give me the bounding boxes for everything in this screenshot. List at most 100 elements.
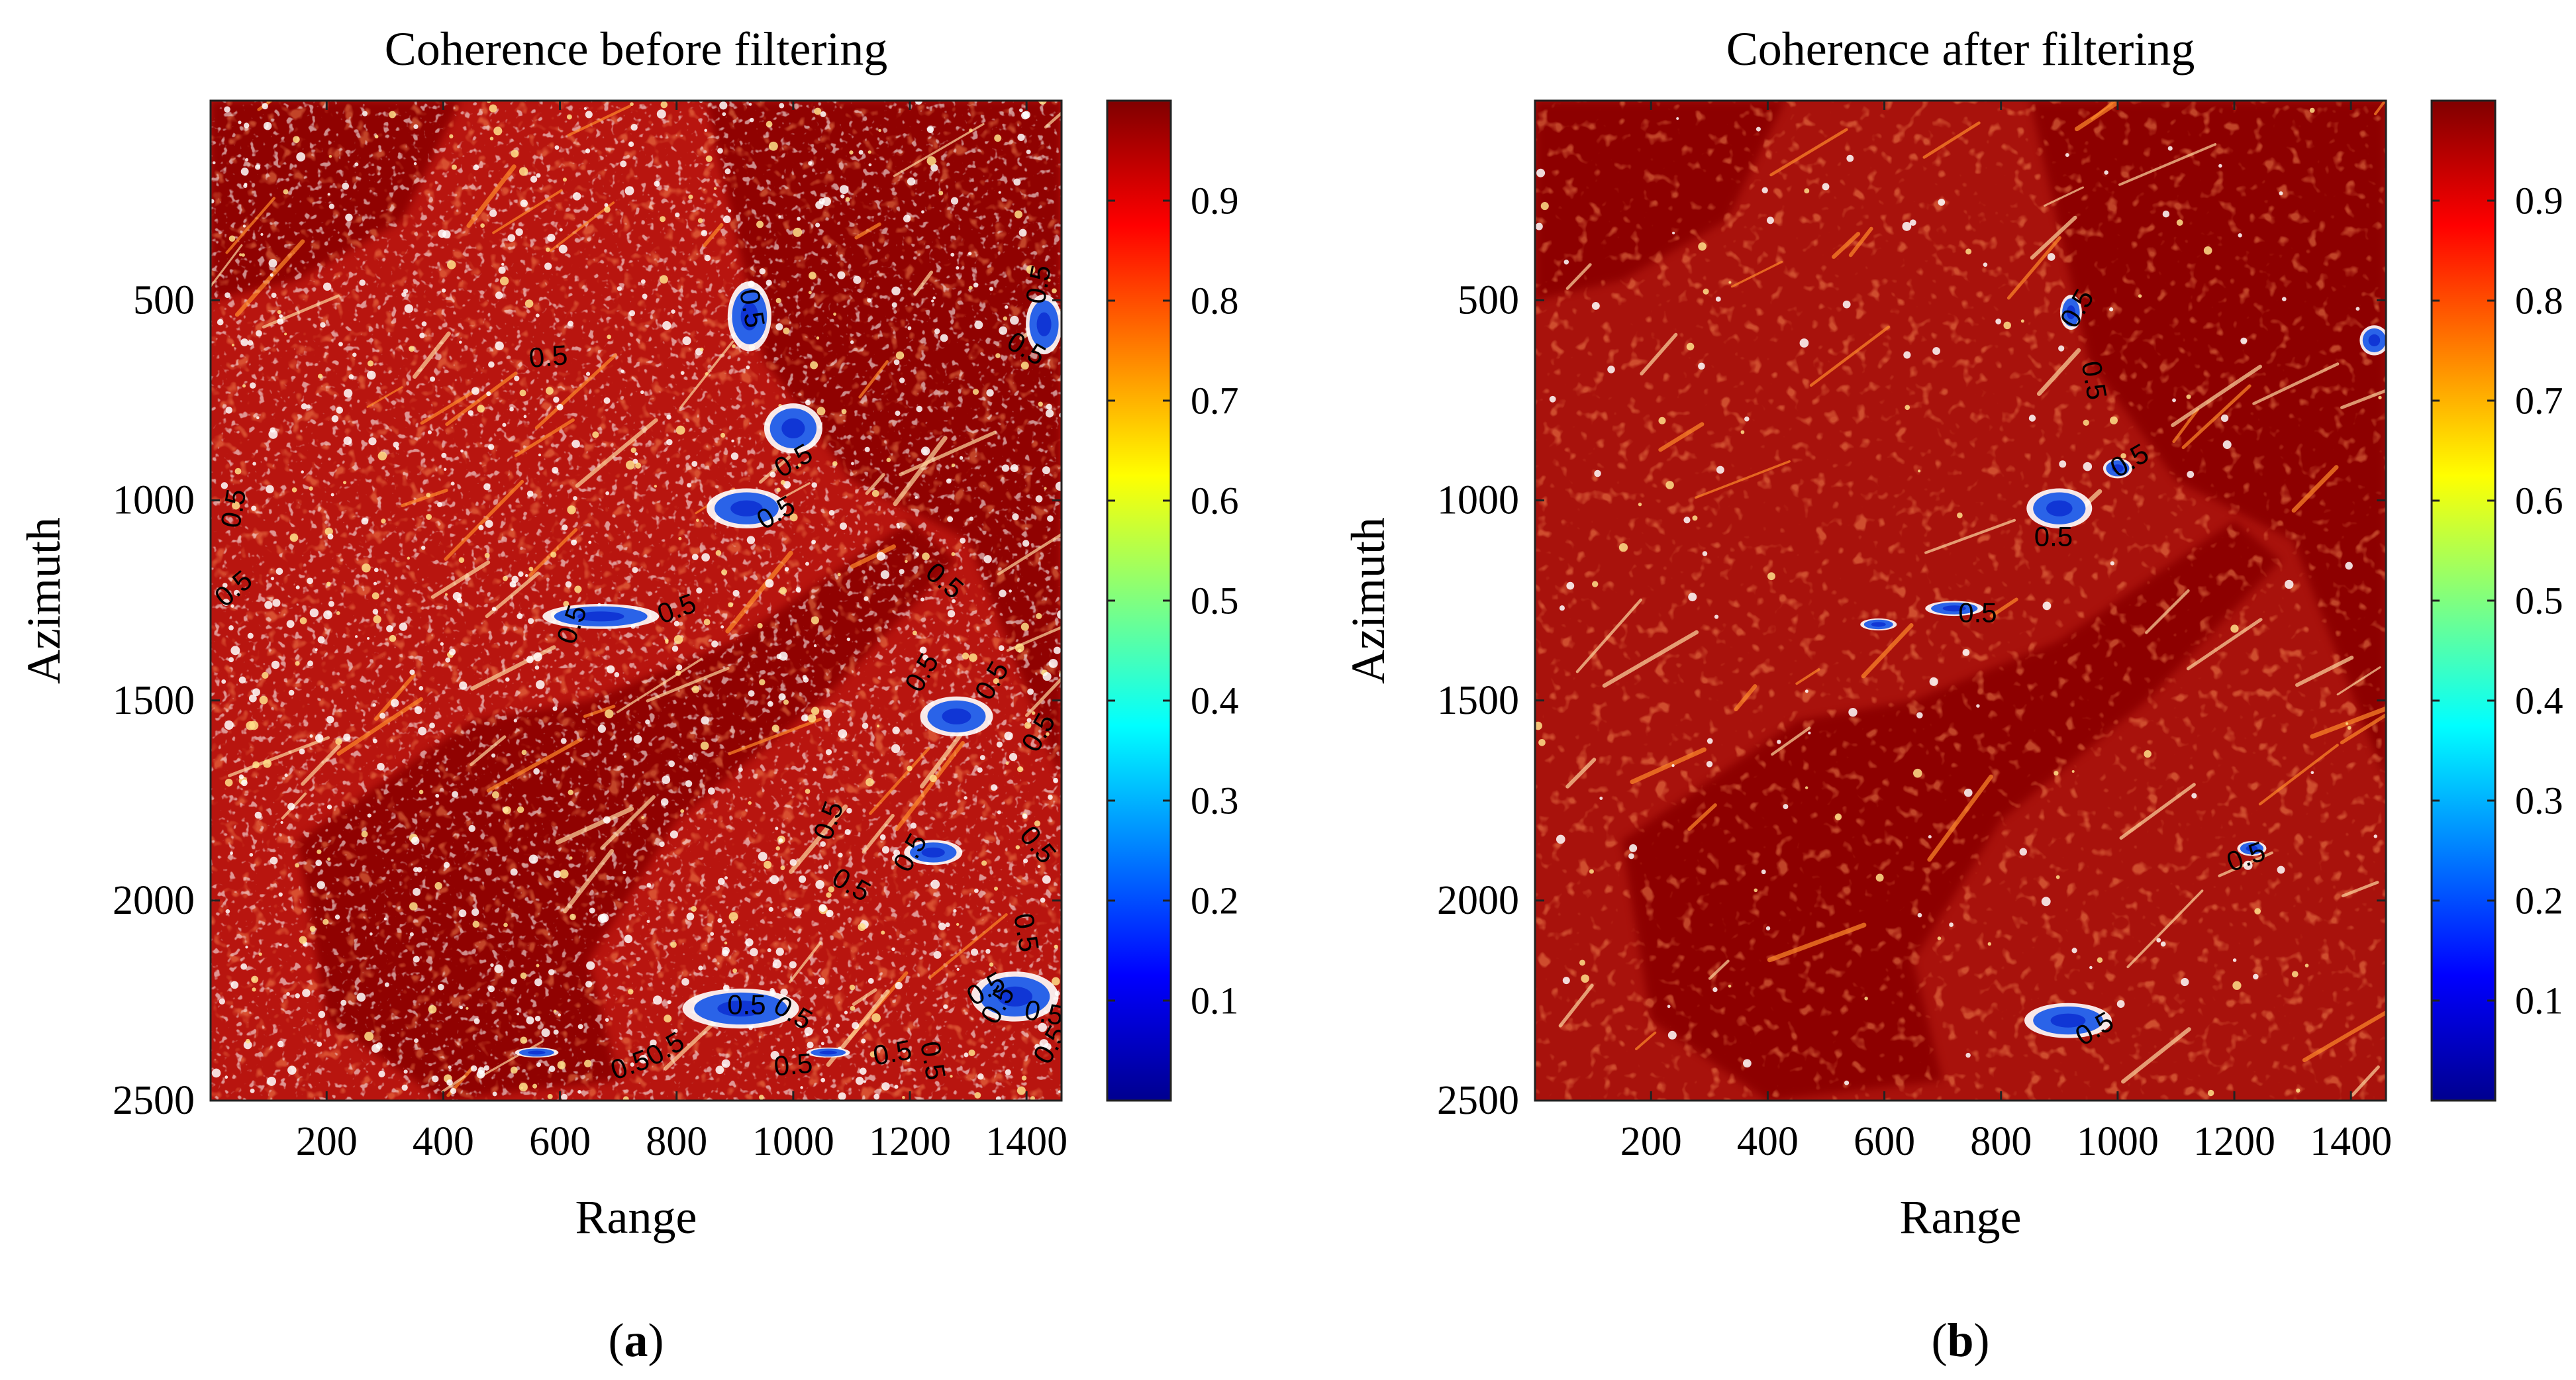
speckle xyxy=(846,637,851,642)
speckle xyxy=(419,332,425,338)
speckle xyxy=(2020,319,2024,323)
speckle xyxy=(565,581,571,587)
bright-streak xyxy=(374,673,416,721)
speckle xyxy=(252,688,260,697)
speckle xyxy=(569,856,573,860)
bright-streak xyxy=(893,436,948,507)
speckle xyxy=(299,617,307,624)
speckle xyxy=(795,1021,802,1028)
speckle xyxy=(2240,337,2248,344)
bright-streak xyxy=(789,804,848,874)
speckle xyxy=(241,779,248,787)
speckle xyxy=(409,902,418,911)
speckle xyxy=(258,952,262,956)
speckle xyxy=(951,552,956,556)
bright-streak xyxy=(2252,362,2340,405)
speckle xyxy=(260,232,264,236)
speckle xyxy=(807,714,817,723)
x-tick-label: 400 xyxy=(413,1119,474,1164)
speckle xyxy=(997,810,1001,814)
speckle xyxy=(592,431,599,438)
speckle xyxy=(817,407,826,416)
bright-streak xyxy=(2340,389,2386,409)
speckle xyxy=(724,876,728,880)
bright-streak xyxy=(2074,101,2119,132)
speckle xyxy=(574,585,582,593)
speckle xyxy=(2218,164,2222,168)
speckle xyxy=(279,314,283,319)
speckle xyxy=(811,616,819,624)
speckle xyxy=(889,670,893,673)
speckle xyxy=(259,695,268,705)
speckle xyxy=(1013,178,1021,186)
bright-streak xyxy=(702,222,724,248)
speckle xyxy=(950,252,955,257)
speckle xyxy=(471,387,479,395)
speckle xyxy=(688,754,693,760)
speckle xyxy=(1864,997,1868,1001)
speckle xyxy=(443,468,447,471)
x-tick-label: 1000 xyxy=(2077,1119,2159,1164)
speckle xyxy=(662,775,671,785)
speckle xyxy=(445,657,451,663)
speckle xyxy=(526,1016,534,1024)
speckle xyxy=(717,918,722,923)
chart-title: Coherence before filtering xyxy=(385,23,888,75)
speckle xyxy=(296,152,306,162)
speckle xyxy=(680,371,685,375)
contour-label: 0.5 xyxy=(1008,911,1045,954)
speckle xyxy=(414,1038,419,1044)
speckle xyxy=(707,787,715,795)
speckle xyxy=(605,709,614,718)
speckle xyxy=(624,755,627,758)
speckle xyxy=(873,1093,880,1100)
bright-streak xyxy=(1687,803,1717,831)
speckle xyxy=(1842,300,1851,309)
speckle xyxy=(1671,764,1675,767)
speckle xyxy=(489,104,497,113)
speckle xyxy=(372,609,379,615)
speckle xyxy=(223,599,230,606)
speckle xyxy=(315,860,322,867)
speckle xyxy=(759,679,766,685)
speckle xyxy=(1036,613,1042,620)
speckle xyxy=(778,693,786,701)
speckle xyxy=(711,640,718,648)
low-coherence-core xyxy=(2050,1013,2086,1028)
bright-streak xyxy=(868,747,930,815)
speckle xyxy=(490,963,494,967)
low-coherence-core xyxy=(2246,845,2258,852)
speckle xyxy=(703,618,711,626)
speckle xyxy=(295,585,300,590)
speckle xyxy=(768,141,778,151)
speckle xyxy=(895,411,901,417)
bright-streak xyxy=(663,1016,720,1071)
speckle xyxy=(271,660,280,669)
speckle xyxy=(769,875,779,885)
speckle xyxy=(953,909,957,913)
bright-streak xyxy=(2172,407,2200,443)
bright-streak xyxy=(1924,518,2016,554)
speckle xyxy=(730,452,739,460)
speckle xyxy=(1905,405,1910,411)
speckle xyxy=(507,234,516,242)
speckle xyxy=(249,853,254,857)
speckle xyxy=(2232,958,2237,962)
speckle xyxy=(283,189,289,195)
speckle xyxy=(606,665,615,673)
speckle xyxy=(519,1082,528,1092)
speckle xyxy=(429,722,435,729)
speckle xyxy=(533,652,542,662)
speckle xyxy=(1742,1059,1752,1068)
speckle xyxy=(1045,409,1054,418)
speckle xyxy=(1965,1052,1971,1058)
speckle xyxy=(797,217,801,221)
bright-streak xyxy=(1630,747,1707,785)
bright-streak xyxy=(2030,215,2077,260)
speckle xyxy=(1566,581,1575,590)
speckle xyxy=(239,253,242,257)
speckle xyxy=(1540,202,1549,211)
speckle xyxy=(323,610,332,620)
speckle xyxy=(862,722,869,729)
speckle xyxy=(1052,288,1057,294)
